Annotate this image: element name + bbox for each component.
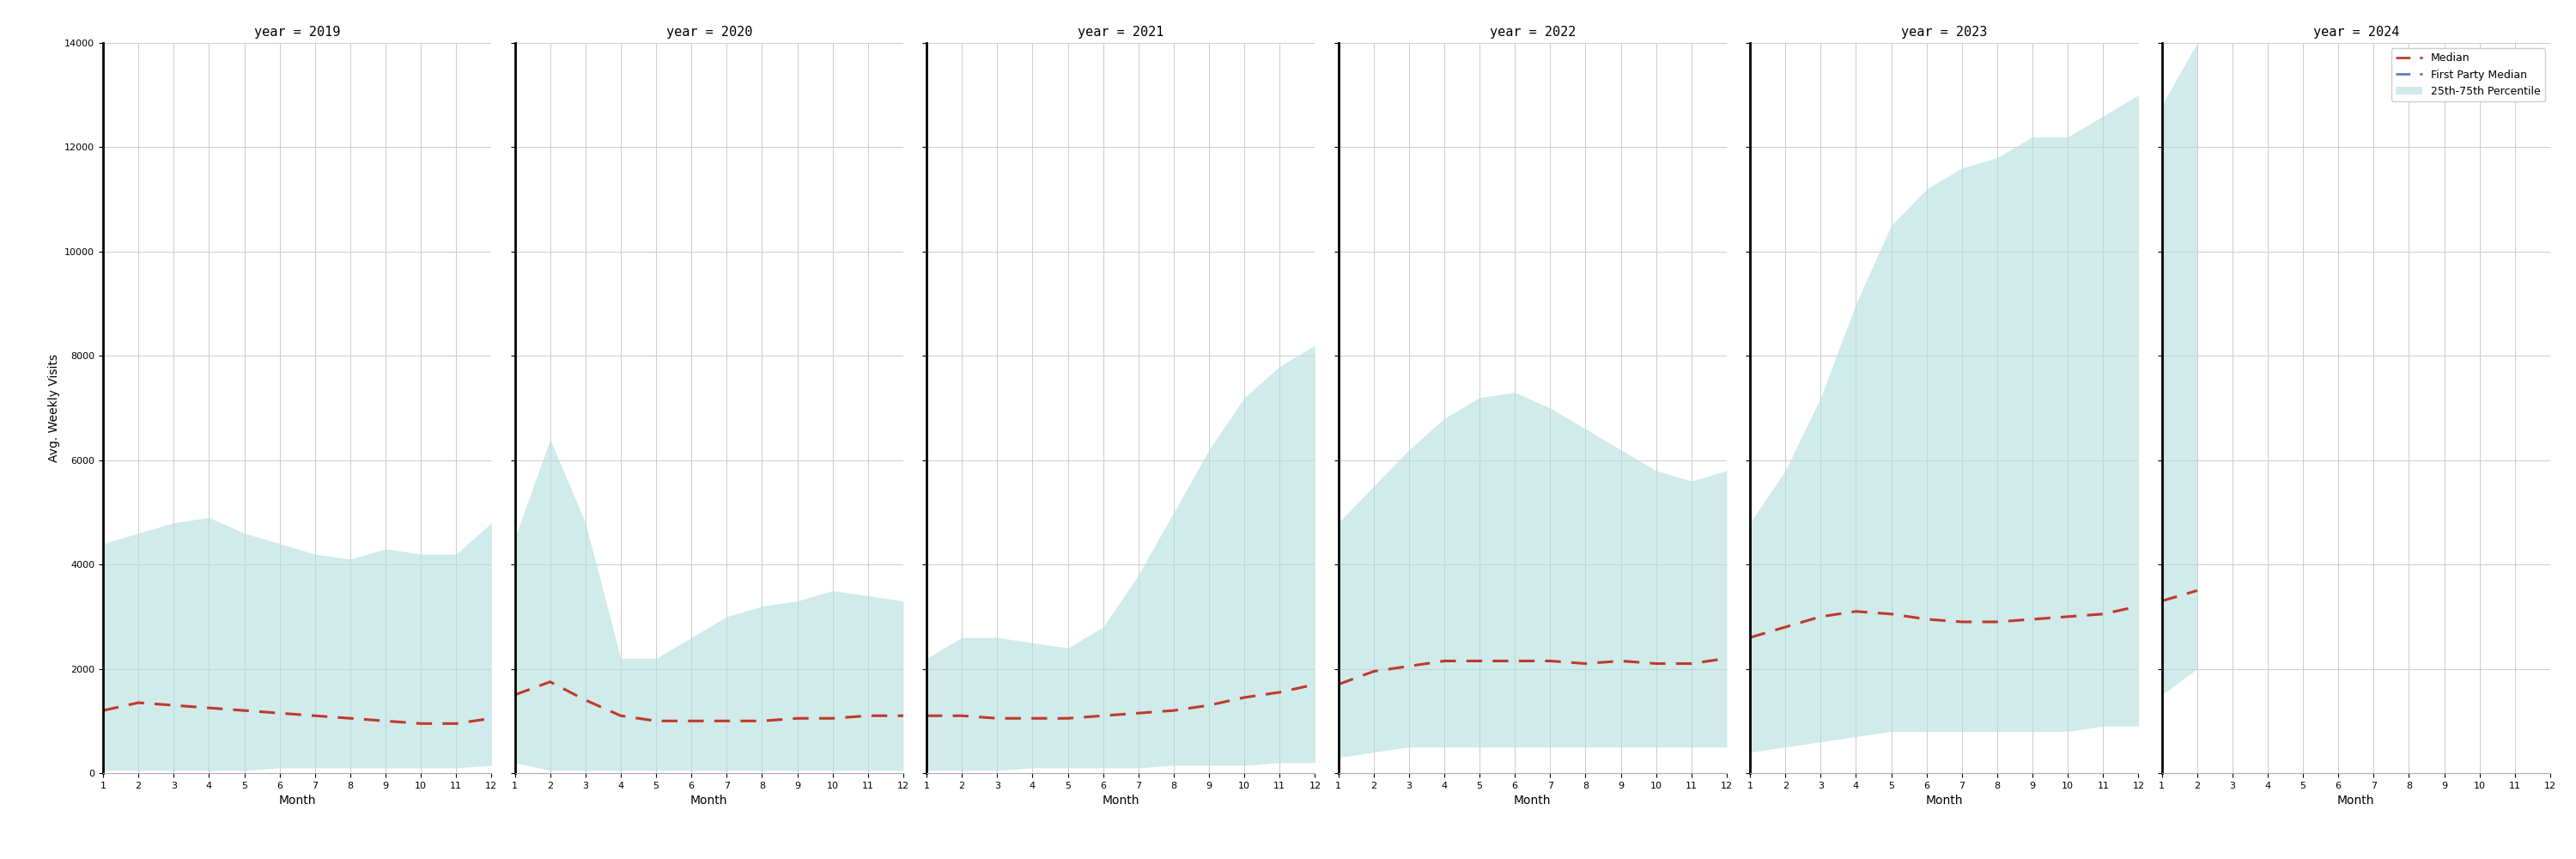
Y-axis label: Avg. Weekly Visits: Avg. Weekly Visits xyxy=(49,354,59,462)
X-axis label: Month: Month xyxy=(2336,795,2375,807)
X-axis label: Month: Month xyxy=(690,795,726,807)
X-axis label: Month: Month xyxy=(1927,795,1963,807)
Title: year = 2022: year = 2022 xyxy=(1489,26,1577,39)
X-axis label: Month: Month xyxy=(1103,795,1139,807)
Title: year = 2024: year = 2024 xyxy=(2313,26,2398,39)
X-axis label: Month: Month xyxy=(1515,795,1551,807)
Title: year = 2021: year = 2021 xyxy=(1077,26,1164,39)
X-axis label: Month: Month xyxy=(278,795,317,807)
Title: year = 2019: year = 2019 xyxy=(255,26,340,39)
Title: year = 2023: year = 2023 xyxy=(1901,26,1986,39)
Legend: Median, First Party Median, 25th-75th Percentile: Median, First Party Median, 25th-75th Pe… xyxy=(2391,48,2545,101)
Title: year = 2020: year = 2020 xyxy=(667,26,752,39)
